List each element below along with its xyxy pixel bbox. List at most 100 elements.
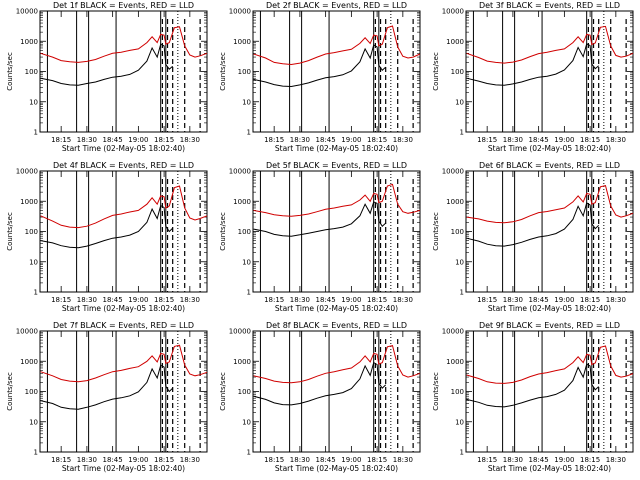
- x-tick-label: 18:45: [529, 456, 549, 464]
- y-axis-label: Counts/sec: [6, 212, 14, 251]
- x-tick-label: 18:15: [580, 136, 600, 144]
- y-tick-label: 10000: [16, 8, 38, 16]
- x-tick-label: 18:45: [103, 456, 123, 464]
- panel-6: Det 6f BLACK = Events, RED = LLD 1 10 100 10…: [432, 161, 634, 313]
- x-tick-label: 19:00: [554, 456, 574, 464]
- y-tick-label: 1: [460, 129, 464, 137]
- y-axis-label: Counts/sec: [432, 212, 440, 251]
- x-tick-label: 18:30: [77, 136, 97, 144]
- plot-frame: [252, 170, 421, 293]
- x-tick-label: 18:45: [103, 296, 123, 304]
- series-lld: [253, 183, 421, 217]
- x-tick-label: 19:00: [341, 136, 361, 144]
- y-tick-label: 100: [238, 68, 251, 76]
- x-tick-label: 18:30: [393, 456, 413, 464]
- x-tick-label: 18:30: [606, 136, 626, 144]
- x-tick-label: 18:15: [477, 296, 497, 304]
- x-tick-label: 19:00: [128, 456, 148, 464]
- y-tick-label: 1000: [233, 38, 251, 46]
- y-axis-label: Counts/sec: [6, 372, 14, 411]
- plot-frame: [252, 10, 421, 133]
- x-tick-label: 18:15: [367, 136, 387, 144]
- series-events: [466, 202, 600, 247]
- y-tick-label: 10: [242, 418, 251, 426]
- x-tick-label: 18:30: [77, 456, 97, 464]
- y-tick-label: 1: [34, 449, 38, 457]
- y-tick-label: 10: [29, 98, 38, 106]
- y-tick-label: 10: [242, 98, 251, 106]
- y-axis-label: Counts/sec: [6, 52, 14, 91]
- y-tick-label: 10: [455, 258, 464, 266]
- x-axis-label: Start Time (02-May-05 18:02:40): [488, 144, 611, 153]
- panel-1: Det 1f BLACK = Events, RED = LLD 1 10 100 10…: [6, 1, 208, 153]
- x-tick-label: 18:15: [264, 296, 284, 304]
- y-tick-label: 1: [247, 449, 251, 457]
- x-tick-label: 19:00: [554, 296, 574, 304]
- x-tick-label: 18:15: [264, 456, 284, 464]
- panel-title: Det 6f BLACK = Events, RED = LLD: [479, 161, 620, 170]
- x-tick-label: 18:30: [290, 456, 310, 464]
- y-tick-label: 10: [242, 258, 251, 266]
- x-axis-label: Start Time (02-May-05 18:02:40): [62, 464, 185, 473]
- x-axis-label: Start Time (02-May-05 18:02:40): [275, 464, 398, 473]
- x-tick-label: 18:30: [180, 296, 200, 304]
- y-tick-label: 1000: [446, 38, 464, 46]
- x-tick-label: 19:00: [341, 296, 361, 304]
- series-lld: [253, 345, 421, 384]
- y-tick-label: 100: [451, 68, 464, 76]
- x-axis-label: Start Time (02-May-05 18:02:40): [62, 304, 185, 313]
- series-lld: [466, 185, 634, 224]
- y-tick-label: 10: [29, 258, 38, 266]
- panel-3: Det 3f BLACK = Events, RED = LLD 1 10 100 10…: [432, 1, 634, 153]
- x-tick-label: 19:00: [128, 136, 148, 144]
- x-axis-label: Start Time (02-May-05 18:02:40): [275, 144, 398, 153]
- x-tick-label: 18:15: [580, 456, 600, 464]
- x-tick-label: 18:15: [51, 456, 71, 464]
- y-tick-label: 10000: [442, 328, 464, 336]
- panel-2: Det 2f BLACK = Events, RED = LLD 1 10 100 10…: [219, 1, 421, 153]
- x-tick-label: 18:30: [290, 296, 310, 304]
- x-tick-label: 18:30: [180, 456, 200, 464]
- x-tick-label: 18:15: [154, 136, 174, 144]
- x-tick-label: 18:15: [477, 136, 497, 144]
- series-lld: [40, 26, 208, 63]
- y-tick-label: 10000: [442, 168, 464, 176]
- y-tick-label: 100: [238, 388, 251, 396]
- y-tick-label: 100: [25, 388, 38, 396]
- y-tick-label: 10000: [229, 328, 251, 336]
- y-tick-label: 1000: [233, 358, 251, 366]
- series-events: [253, 201, 387, 237]
- y-axis-label: Counts/sec: [219, 52, 227, 91]
- y-tick-label: 100: [451, 228, 464, 236]
- x-tick-label: 19:00: [341, 456, 361, 464]
- plot-frame: [465, 10, 634, 133]
- series-lld: [253, 25, 421, 66]
- y-tick-label: 100: [25, 228, 38, 236]
- x-axis-label: Start Time (02-May-05 18:02:40): [488, 304, 611, 313]
- y-tick-label: 100: [451, 388, 464, 396]
- panel-9: Det 9f BLACK = Events, RED = LLD 1 10 100 10…: [432, 321, 634, 473]
- panel-title: Det 1f BLACK = Events, RED = LLD: [53, 1, 194, 10]
- series-events: [40, 364, 174, 410]
- y-tick-label: 10000: [442, 8, 464, 16]
- x-tick-label: 18:30: [503, 136, 523, 144]
- y-axis-label: Counts/sec: [432, 52, 440, 91]
- x-tick-label: 18:15: [154, 456, 174, 464]
- plot-frame: [39, 170, 208, 293]
- x-axis-label: Start Time (02-May-05 18:02:40): [275, 304, 398, 313]
- series-events: [466, 43, 600, 86]
- y-tick-label: 100: [25, 68, 38, 76]
- y-tick-label: 1000: [446, 198, 464, 206]
- y-tick-label: 10000: [229, 168, 251, 176]
- panel-7: Det 7f BLACK = Events, RED = LLD 1 10 100 10…: [6, 321, 208, 473]
- x-tick-label: 18:15: [51, 136, 71, 144]
- x-axis-label: Start Time (02-May-05 18:02:40): [488, 464, 611, 473]
- x-tick-label: 18:45: [316, 456, 336, 464]
- panel-title: Det 3f BLACK = Events, RED = LLD: [479, 1, 620, 10]
- x-tick-label: 18:30: [503, 456, 523, 464]
- y-tick-label: 1000: [20, 358, 38, 366]
- x-tick-label: 18:30: [503, 296, 523, 304]
- plot-frame: [465, 330, 634, 453]
- series-lld: [40, 344, 208, 383]
